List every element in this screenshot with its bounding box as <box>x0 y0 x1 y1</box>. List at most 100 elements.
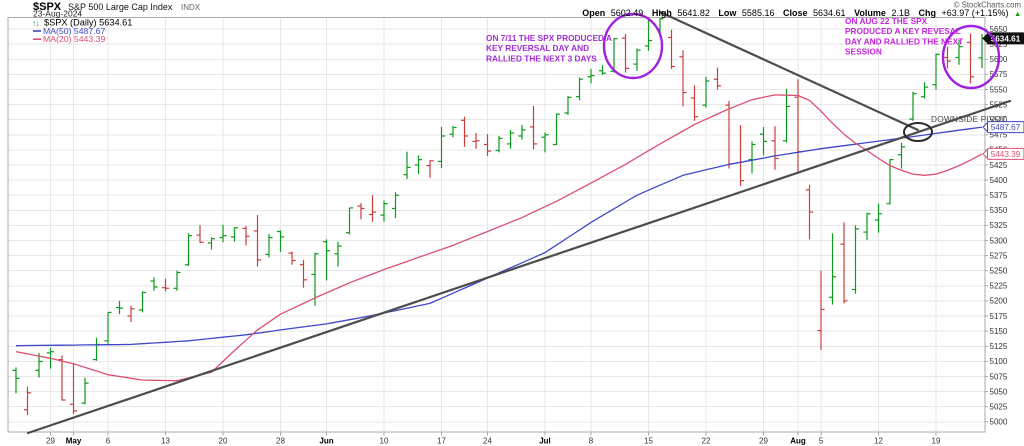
ohlc-bar-up <box>150 277 158 291</box>
ohlc-bar-down <box>736 125 745 187</box>
price-axis-label: 5025 <box>990 403 1008 412</box>
ma50-axis-tag-value: 5487.67 <box>991 123 1021 132</box>
ohlc-bar-down <box>621 33 630 73</box>
ohlc-bar-down <box>23 386 32 416</box>
date-axis-label: Aug <box>790 437 806 446</box>
ohlc-bar-down <box>667 29 676 69</box>
ohlc-bar-up <box>104 311 112 344</box>
price-axis-label: 5225 <box>990 282 1008 291</box>
ohlc-bar-down <box>253 215 262 267</box>
july-reversal-circle <box>602 12 664 80</box>
date-axis-label: 28 <box>276 437 285 446</box>
ohlc-bar-up <box>518 125 526 140</box>
high-label: High <box>652 8 672 18</box>
date-axis-label: 22 <box>702 437 711 446</box>
price-axis-label: 5250 <box>990 267 1008 276</box>
ohlc-bar-up <box>633 48 641 71</box>
ohlc-bar-up <box>311 252 319 306</box>
ohlc-bar-up <box>506 130 515 149</box>
ohlc-bar-up <box>414 155 423 175</box>
ohlc-bar-down <box>794 79 802 174</box>
ma20-axis-tag-value: 5443.39 <box>991 150 1021 159</box>
close-label: Close <box>783 8 808 18</box>
ohlc-bar-up <box>92 337 101 361</box>
july-reversal-note-line: RALLIED THE NEXT 3 DAYS <box>486 53 597 63</box>
ohlc-bar-up <box>322 239 331 281</box>
ohlc-bar-up <box>219 224 227 243</box>
ohlc-bar-down <box>805 184 814 240</box>
date-axis-label: 20 <box>219 437 228 446</box>
ohlc-bar-up <box>391 192 400 219</box>
open-value: 5602.49 <box>611 8 644 18</box>
ohlc-bar-down <box>196 225 204 243</box>
change-value: +63.97 (+1.15%) <box>941 8 1008 18</box>
ohlc-bar-down <box>771 126 779 170</box>
change-label: Chg <box>918 8 936 18</box>
ohlc-bar-up <box>897 142 906 169</box>
ohlc-bar-up <box>782 88 791 143</box>
ohlc-bar-up <box>644 19 653 51</box>
ohlc-bar-down <box>58 355 66 401</box>
date-axis-label: 19 <box>932 437 941 446</box>
price-axis-label: 5525 <box>990 100 1008 109</box>
price-axis-label: 5100 <box>990 357 1008 366</box>
volume-label: Volume <box>854 8 886 18</box>
ohlc-bar-up <box>115 300 124 315</box>
low-value: 5585.16 <box>742 8 775 18</box>
date-axis-label: 13 <box>161 437 170 446</box>
downside-pivot-ellipse <box>903 122 933 142</box>
date-axis-label: 6 <box>106 437 111 446</box>
price-axis-label: 5400 <box>990 176 1008 185</box>
grid-layer <box>7 17 986 433</box>
date-axis-label: 8 <box>589 437 594 446</box>
price-axis-label: 5175 <box>990 312 1008 321</box>
legend-ma20: MA(20) 5443.39 <box>43 34 105 44</box>
ohlc-bar-up <box>12 367 20 394</box>
ohlc-bar-up <box>495 136 503 153</box>
ohlc-bar-up <box>955 39 963 65</box>
ohlc-bar-up <box>35 352 43 378</box>
price-axis-label: 5650 <box>990 25 1008 34</box>
price-axis-label: 5050 <box>990 387 1008 396</box>
ohlc-bar-down <box>472 133 480 149</box>
price-axis-label: 5325 <box>990 221 1008 230</box>
ohlc-bar-down <box>242 226 250 246</box>
legend-ma50: MA(50) 5487.67 <box>43 26 105 36</box>
ma50-axis-tag-box <box>987 121 1024 134</box>
ohlc-bar-up <box>552 113 561 146</box>
date-axis-label: 29 <box>759 437 768 446</box>
price-axis-label: 5625 <box>990 40 1008 49</box>
ohlc-bar-up <box>886 159 894 205</box>
ohlc-bar-down <box>690 85 699 121</box>
ohlc-bar-down <box>368 195 377 222</box>
ohlc-bar-up <box>874 203 883 233</box>
date-axis-label: May <box>66 437 82 446</box>
ohlc-bar-down <box>69 363 78 414</box>
ohlc-bar-up <box>265 233 273 258</box>
ohlc-bar-up <box>345 207 354 235</box>
descending-trendline <box>658 10 920 132</box>
price-bars-layer <box>12 18 986 416</box>
ohlc-bar-down <box>127 305 135 323</box>
chart-date: 23-Aug-2024 <box>33 9 82 19</box>
ohlc-bar-up <box>702 76 710 108</box>
ohlc-bar-up <box>564 96 572 115</box>
ohlc-bar-down <box>426 160 434 178</box>
ohlc-bar-up <box>437 126 446 168</box>
ma20-line <box>15 94 983 382</box>
ohlc-bar-down <box>357 203 365 220</box>
ohlc-bar-up <box>173 270 181 291</box>
price-axis-label: 5125 <box>990 342 1008 351</box>
ohlc-bar-down <box>483 134 492 156</box>
date-axis-label: 15 <box>644 437 653 446</box>
aug-reversal-note-line: PRODUCED A KEY REVESAL <box>845 26 961 36</box>
ohlc-bar-up <box>230 227 239 242</box>
ohlc-bar-up <box>748 141 756 174</box>
axes-layer: 5000502550505075510051255150517552005225… <box>46 25 1024 446</box>
price-axis-label: 5550 <box>990 85 1008 94</box>
low-label: Low <box>718 8 737 18</box>
ohlc-bar-down <box>529 105 538 150</box>
aug-reversal-circle <box>941 24 1001 90</box>
